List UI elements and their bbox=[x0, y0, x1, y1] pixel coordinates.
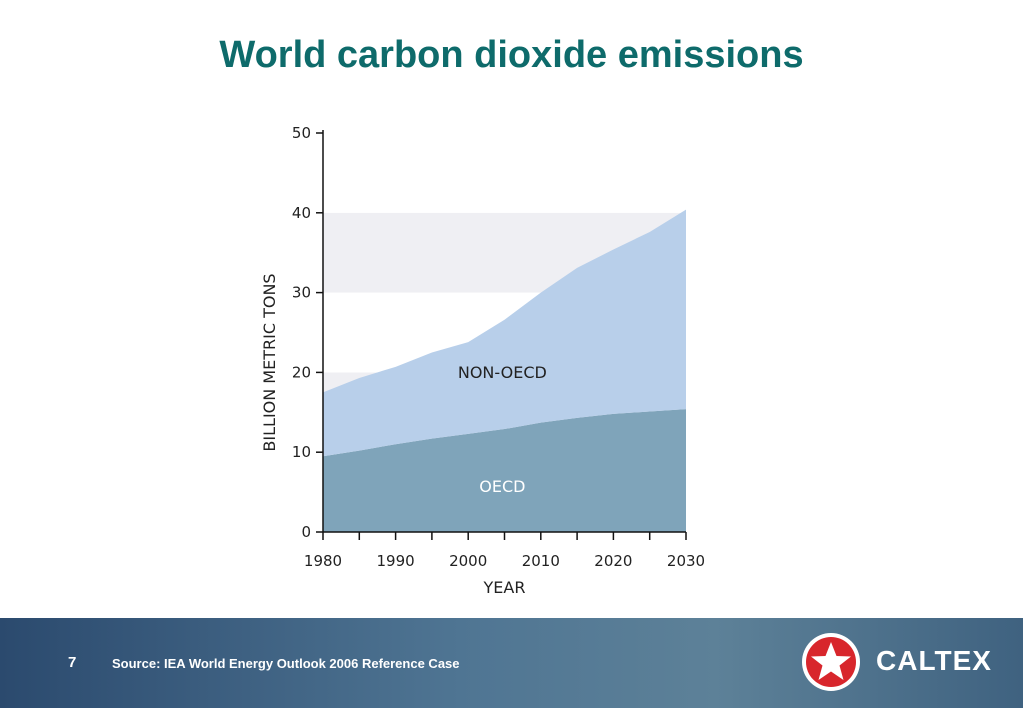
y-tick-label: 0 bbox=[301, 523, 311, 541]
y-tick-label: 50 bbox=[292, 124, 311, 142]
x-tick-label: 1990 bbox=[377, 552, 415, 570]
chart-areas bbox=[323, 209, 686, 532]
x-axis-title: YEAR bbox=[483, 578, 526, 597]
y-axis-title: BILLION METRIC TONS bbox=[260, 273, 279, 451]
x-tick-label: 1980 bbox=[304, 552, 342, 570]
page-number: 7 bbox=[68, 654, 77, 671]
series-label-oecd: OECD bbox=[479, 477, 525, 496]
y-tick-label: 10 bbox=[292, 443, 311, 461]
area-non-oecd bbox=[323, 209, 686, 457]
y-tick-label: 40 bbox=[292, 204, 311, 222]
x-tick-label: 2020 bbox=[594, 552, 632, 570]
area-oecd bbox=[323, 409, 686, 532]
x-tick-label: 2030 bbox=[667, 552, 705, 570]
grid-band bbox=[323, 133, 686, 213]
footer-bar: 7 Source: IEA World Energy Outlook 2006 … bbox=[0, 618, 1023, 708]
y-tick-label: 30 bbox=[292, 284, 311, 302]
source-note: Source: IEA World Energy Outlook 2006 Re… bbox=[112, 656, 460, 671]
slide-title: World carbon dioxide emissions bbox=[219, 34, 804, 76]
series-label-non-oecd: NON-OECD bbox=[458, 363, 547, 382]
brand-name: CALTEX bbox=[876, 645, 992, 676]
y-tick-label: 20 bbox=[292, 363, 311, 381]
x-tick-label: 2000 bbox=[449, 552, 487, 570]
caltex-star-logo-icon bbox=[802, 633, 860, 691]
x-tick-label: 2010 bbox=[522, 552, 560, 570]
